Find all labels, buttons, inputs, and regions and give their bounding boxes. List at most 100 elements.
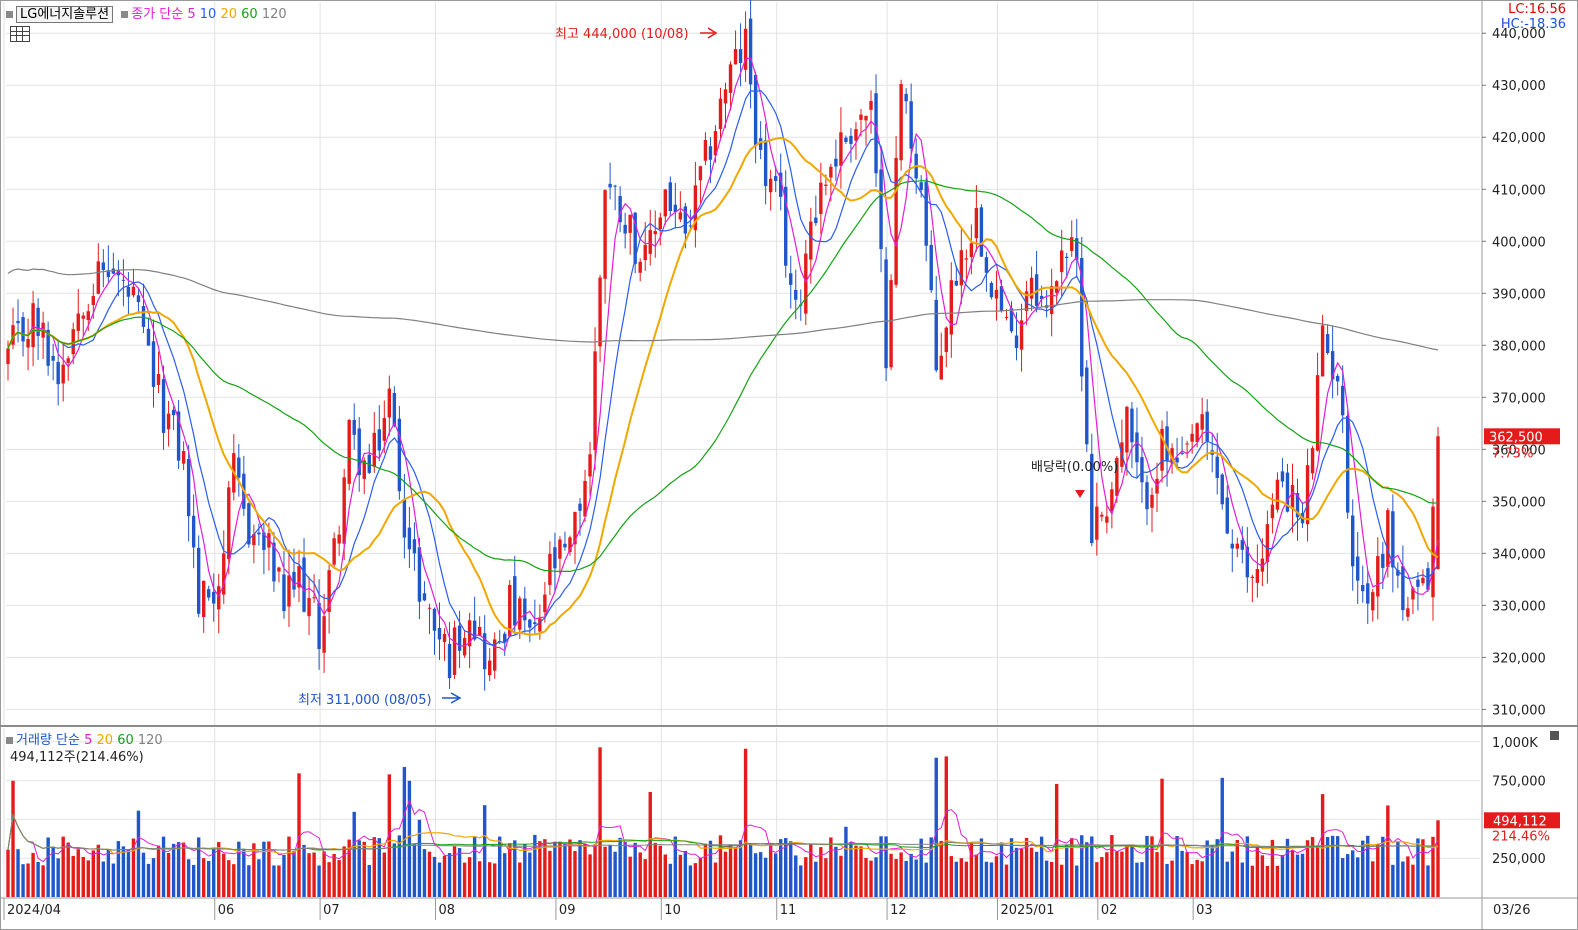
volume-bar [1215, 839, 1219, 897]
candle-body [437, 627, 442, 640]
candle-body [432, 608, 437, 631]
volume-bar [773, 853, 778, 897]
volume-bar [969, 842, 974, 897]
candle-body [1421, 577, 1425, 584]
volume-bar [784, 838, 788, 897]
volume-bar [86, 860, 90, 897]
volume-bar [11, 780, 15, 897]
volume-bar [874, 857, 878, 897]
candle-body [1270, 504, 1275, 519]
price-tick-label: 310,000 [1492, 703, 1546, 718]
volume-bar [678, 854, 683, 897]
candle-body [1366, 583, 1370, 604]
candle-body [472, 620, 477, 640]
date-tick-label: 06 [218, 903, 235, 918]
price-tick-label: 350,000 [1492, 495, 1546, 510]
volume-bar [578, 840, 582, 897]
candle-body [136, 295, 141, 303]
volume-bar [758, 852, 763, 897]
candle-body [1029, 277, 1034, 299]
candle-body [282, 574, 286, 612]
candle-body [1125, 406, 1129, 453]
stock-name-box[interactable]: LG에너지솔루션 [16, 6, 114, 23]
volume-bar [498, 836, 502, 897]
volume-bar [151, 858, 156, 897]
volume-bar [824, 858, 828, 897]
volume-bar [1411, 864, 1415, 897]
volume-bar [1235, 840, 1239, 897]
volume-bar [36, 861, 40, 897]
volume-bar [1406, 856, 1410, 897]
candle-body [362, 460, 366, 479]
volume-bar [267, 841, 271, 897]
price-tick-label: 400,000 [1492, 235, 1546, 250]
volume-bar [472, 836, 477, 897]
candle-body [999, 286, 1004, 311]
volume-bar [1170, 860, 1174, 897]
volume-bar [227, 860, 231, 897]
candle-body [1220, 474, 1224, 505]
candle-body [583, 481, 587, 517]
candle-body [1401, 566, 1405, 611]
volume-bar [1024, 837, 1029, 897]
candle-body [357, 428, 361, 476]
volume-bar [1155, 852, 1159, 897]
volume-bar [337, 860, 341, 897]
candle-body [1386, 510, 1390, 567]
volume-bar [573, 850, 577, 897]
volume-bar [342, 846, 346, 897]
candle-body [618, 196, 622, 223]
candle-body [36, 307, 40, 336]
volume-bar [543, 839, 547, 897]
candle-body [1059, 250, 1064, 273]
volume-bar [743, 748, 748, 897]
candle-body [899, 84, 903, 161]
candle-body [196, 547, 201, 614]
volume-bar [1065, 844, 1069, 897]
price-tick-label: 390,000 [1492, 287, 1546, 302]
pane-menu-icon[interactable] [6, 11, 13, 18]
volume-bar [789, 841, 793, 897]
candle-body [212, 591, 216, 604]
volume-bar [949, 856, 953, 897]
price-tick-label: 420,000 [1492, 131, 1546, 146]
ma120-line [7, 268, 1439, 351]
volume-title: 거래량 단순 [16, 733, 80, 748]
volume-bar [718, 835, 723, 897]
volume-bar [1140, 862, 1144, 897]
volume-bar [257, 859, 261, 897]
volume-bar [1054, 783, 1059, 897]
volume-bar [126, 849, 131, 897]
price-pane-header: LG에너지솔루션 종가 단순 5 10 20 60 120 [6, 3, 287, 23]
ma-menu-icon[interactable] [121, 11, 129, 18]
candle-body [462, 638, 467, 656]
vol-ma-period-20: 20 [96, 733, 114, 748]
volume-bar [1421, 839, 1425, 897]
vol-ma5-line [7, 798, 1439, 863]
candle-body [267, 533, 271, 548]
candle-body [763, 140, 768, 187]
date-tick-label: 02 [1101, 903, 1118, 918]
volume-bar [1356, 857, 1360, 897]
candle-body [1376, 556, 1380, 597]
volume-bar [628, 856, 632, 897]
candle-body [71, 329, 75, 355]
candle-body [733, 49, 738, 65]
volume-bar [994, 856, 999, 897]
volume-bar [1275, 865, 1280, 897]
volume-bar [161, 836, 166, 897]
date-tick-label: 10 [664, 903, 681, 918]
volume-menu-icon[interactable] [6, 737, 13, 744]
candle-body [171, 409, 176, 416]
candle-body [222, 553, 226, 595]
volume-bar [568, 839, 572, 897]
candle-body [46, 329, 50, 366]
volume-bar [1381, 836, 1385, 897]
volume-bar [533, 834, 537, 897]
volume-bar [1115, 851, 1119, 897]
grid-icon[interactable] [10, 26, 30, 42]
candle-body [166, 413, 171, 430]
volume-bar [6, 849, 10, 897]
candle-body [252, 534, 256, 546]
